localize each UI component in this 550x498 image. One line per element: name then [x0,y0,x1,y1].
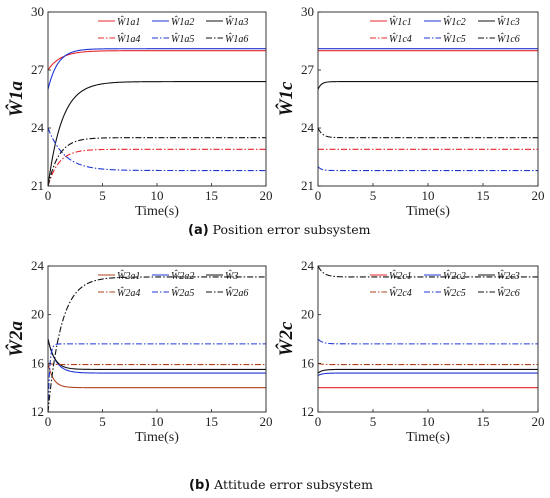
x-tick-label: 10 [422,188,435,203]
x-axis-label: Time(s) [135,204,179,219]
chart-panel-4: 0 5 10 15 20 12 16 20 24 Time(s) Ŵ2c Ŵ2c1 Ŵ2c2 Ŵ2c3 Ŵ2… [275,258,545,445]
legend-label-5: Ŵ2a5 [171,286,194,299]
chart-panel-2: 0 5 10 15 20 21 24 27 30 Time(s) Ŵ1c Ŵ1c1 Ŵ1c2 Ŵ1c3 Ŵ1… [275,4,545,219]
x-tick-label: 5 [99,188,106,203]
legend-label-1: Ŵ1c1 [389,15,412,28]
series-line-2 [317,372,538,376]
series-line-5 [317,166,538,172]
x-tick-label: 5 [370,414,377,429]
y-tick-label: 20 [301,307,314,322]
chart-panel-1: 0 5 10 15 20 21 24 27 30 Time(s) Ŵ1a Ŵ1a1 Ŵ1a2 Ŵ1a3 Ŵ1… [5,4,273,219]
x-tick-label: 5 [99,414,106,429]
series-line-2 [47,338,266,374]
series-line-5 [47,343,266,413]
y-tick-label: 16 [301,355,315,370]
y-axis-label: Ŵ2c [275,321,297,356]
legend-label-6: Ŵ2a6 [225,286,248,299]
series-line-1 [47,50,266,71]
x-tick-label: 5 [370,188,377,203]
x-axis-label: Time(s) [406,430,450,445]
legend-label-5: Ŵ1c5 [443,32,466,45]
y-tick-label: 21 [301,178,314,193]
x-axis-label: Time(s) [135,430,179,445]
legend-label-3: Ŵ2c3 [497,269,520,282]
legend-label-5: Ŵ1a5 [171,32,194,45]
legend-label-3: Ŵ1c3 [497,15,520,28]
y-axis-label: Ŵ2a [5,321,27,357]
legend-label-5: Ŵ2c5 [443,286,466,299]
legend-label-6: Ŵ1a6 [225,32,248,45]
series-line-3 [317,81,538,90]
caption-b: (b) Attitude error subsystem [189,477,373,493]
x-tick-label: 0 [45,188,52,203]
y-tick-label: 30 [301,4,314,19]
caption-a-letter: (a) [188,223,209,238]
series-line-6 [47,276,266,413]
series-line-6 [317,265,538,278]
x-tick-label: 10 [422,414,435,429]
legend-label-1: Ŵ2a1 [117,269,140,282]
x-tick-label: 15 [205,414,218,429]
caption-a: (a) Position error subsystem [188,222,371,238]
x-tick-label: 20 [260,188,273,203]
y-tick-label: 12 [31,404,44,419]
y-tick-label: 24 [31,120,45,135]
series-line-4 [47,148,266,187]
legend-label-2: Ŵ1c2 [443,15,466,28]
y-tick-label: 27 [31,62,45,77]
y-axis-label: Ŵ1c [275,81,297,116]
legend-label-4: Ŵ1c4 [389,32,412,45]
legend-label-4: Ŵ2a4 [117,286,140,299]
legend-label-6: Ŵ2c6 [497,286,520,299]
y-tick-label: 20 [31,307,44,322]
legend-label-2: Ŵ1a2 [171,15,194,28]
x-tick-label: 15 [477,414,490,429]
y-tick-label: 24 [31,258,45,273]
x-tick-label: 20 [532,188,545,203]
series-line-2 [47,48,266,90]
legend-label-1: Ŵ1a1 [117,15,140,28]
y-tick-label: 24 [301,120,315,135]
y-axis-label: Ŵ1a [5,81,27,117]
x-tick-label: 10 [151,188,164,203]
series-line-4 [47,362,266,366]
y-tick-label: 12 [301,404,314,419]
legend-label-3: Ŵ3 [225,269,238,282]
y-tick-label: 21 [31,178,44,193]
legend-label-2: Ŵ2a2 [171,269,194,282]
x-tick-label: 20 [532,414,545,429]
x-tick-label: 10 [151,414,164,429]
caption-a-text: Position error subsystem [209,222,371,237]
x-tick-label: 0 [45,414,52,429]
caption-b-text: Attitude error subsystem [210,477,373,492]
y-tick-label: 30 [31,4,44,19]
x-tick-label: 15 [205,188,218,203]
series-line-3 [47,338,266,370]
series-line-1 [47,363,266,389]
legend-label-3: Ŵ1a3 [225,15,248,28]
x-tick-label: 0 [315,414,322,429]
series-line-3 [317,368,538,374]
x-axis-label: Time(s) [406,204,450,219]
legend-label-1: Ŵ2c1 [389,269,412,282]
y-tick-label: 24 [301,258,315,273]
series-line-4 [317,362,538,366]
y-tick-label: 27 [301,62,315,77]
y-tick-label: 16 [31,355,45,370]
chart-panel-3: 0 5 10 15 20 12 16 20 24 Time(s) Ŵ2a Ŵ2a1 Ŵ2a2 Ŵ3 Ŵ2a4… [5,258,273,445]
series-line-5 [47,127,266,172]
legend-label-6: Ŵ1c6 [497,32,520,45]
x-tick-label: 20 [260,414,273,429]
legend-label-2: Ŵ2c2 [443,269,466,282]
series-line-3 [47,81,266,187]
legend-label-4: Ŵ1a4 [117,32,140,45]
x-tick-label: 15 [477,188,490,203]
x-tick-label: 0 [315,188,322,203]
caption-b-letter: (b) [189,478,210,493]
series-line-6 [317,127,538,139]
legend-label-4: Ŵ2c4 [389,286,412,299]
series-line-6 [47,137,266,187]
series-line-5 [317,338,538,345]
